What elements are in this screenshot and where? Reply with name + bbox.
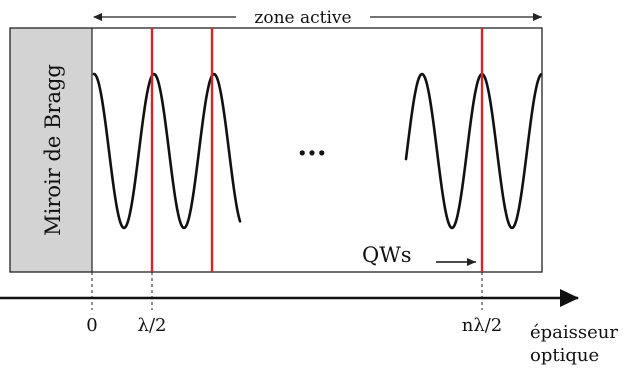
mirror-label: Miroir de Bragg	[41, 64, 65, 236]
mirror-block	[10, 28, 92, 272]
cavity-box	[9, 27, 543, 273]
axis-label-line1: épaisseur	[530, 322, 618, 343]
tick-label-half-lambda: λ/2	[138, 315, 167, 336]
tick-label-0: 0	[86, 315, 97, 336]
zone-active-label: zone active	[254, 8, 351, 28]
tick-label-n-half-lambda: nλ/2	[462, 315, 503, 336]
qws-label: QWs	[362, 243, 412, 267]
ellipsis: ...	[297, 129, 326, 162]
wave-left	[92, 72, 242, 230]
axis-label-line2: optique	[530, 345, 599, 366]
wave-right	[404, 72, 543, 230]
